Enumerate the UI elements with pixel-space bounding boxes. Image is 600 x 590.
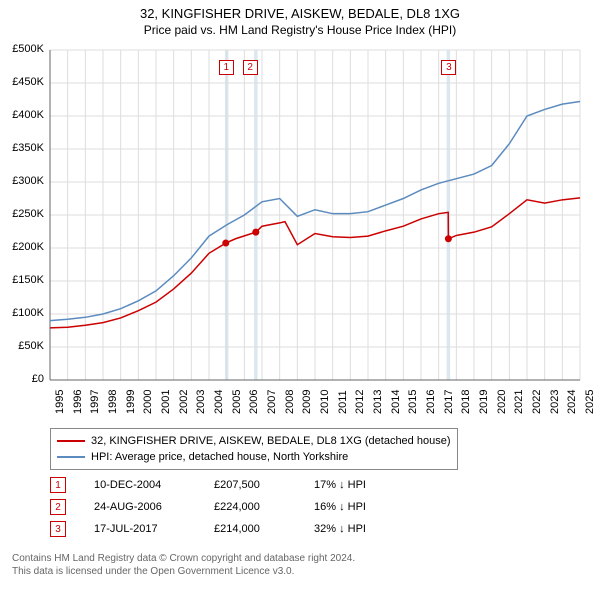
x-tick-label: 2001 (160, 390, 172, 414)
x-tick-label: 2024 (566, 390, 578, 414)
sales-table: 1 10-DEC-2004£207,50017% ↓ HPI 2 24-AUG-200… (50, 474, 414, 540)
chart-sale-marker: 1 (219, 60, 234, 75)
sale-row: 2 24-AUG-2006£224,00016% ↓ HPI (50, 496, 414, 518)
legend-label: 32, KINGFISHER DRIVE, AISKEW, BEDALE, DL… (91, 435, 451, 447)
sale-price: £224,000 (214, 501, 314, 513)
x-tick-label: 2023 (549, 390, 561, 414)
x-tick-label: 2019 (478, 390, 490, 414)
x-tick-label: 1996 (72, 390, 84, 414)
y-tick-label: £300K (0, 175, 44, 187)
x-tick-label: 2014 (390, 390, 402, 414)
y-tick-label: £100K (0, 307, 44, 319)
sale-hpi-delta: 17% ↓ HPI (314, 479, 414, 491)
legend-swatch (57, 456, 85, 458)
y-tick-label: £0 (0, 373, 44, 385)
legend-label: HPI: Average price, detached house, Nort… (91, 451, 348, 463)
x-tick-label: 2003 (195, 390, 207, 414)
x-tick-label: 1995 (54, 390, 66, 414)
legend: 32, KINGFISHER DRIVE, AISKEW, BEDALE, DL… (50, 428, 458, 470)
line-chart (0, 0, 600, 390)
x-tick-label: 2018 (460, 390, 472, 414)
x-tick-label: 2004 (213, 390, 225, 414)
sale-date: 17-JUL-2017 (94, 523, 214, 535)
x-tick-label: 1997 (89, 390, 101, 414)
sale-marker: 1 (50, 477, 66, 493)
x-tick-label: 2021 (513, 390, 525, 414)
y-tick-label: £400K (0, 109, 44, 121)
sale-date: 10-DEC-2004 (94, 479, 214, 491)
x-tick-label: 2016 (425, 390, 437, 414)
y-tick-label: £450K (0, 76, 44, 88)
x-tick-label: 2017 (443, 390, 455, 414)
chart-sale-marker: 3 (441, 60, 456, 75)
y-tick-label: £250K (0, 208, 44, 220)
sale-marker: 2 (50, 499, 66, 515)
x-tick-label: 2011 (337, 390, 349, 414)
x-tick-label: 1999 (125, 390, 137, 414)
sale-marker: 3 (50, 521, 66, 537)
x-tick-label: 1998 (107, 390, 119, 414)
legend-row: 32, KINGFISHER DRIVE, AISKEW, BEDALE, DL… (57, 433, 451, 449)
attribution-footer: Contains HM Land Registry data © Crown c… (12, 552, 355, 578)
x-tick-label: 2006 (248, 390, 260, 414)
footer-line-1: Contains HM Land Registry data © Crown c… (12, 552, 355, 565)
y-tick-label: £500K (0, 43, 44, 55)
sale-date: 24-AUG-2006 (94, 501, 214, 513)
sale-hpi-delta: 16% ↓ HPI (314, 501, 414, 513)
x-tick-label: 2005 (231, 390, 243, 414)
x-tick-label: 2022 (531, 390, 543, 414)
sale-price: £214,000 (214, 523, 314, 535)
x-tick-label: 2012 (354, 390, 366, 414)
y-tick-label: £350K (0, 142, 44, 154)
x-tick-label: 2008 (284, 390, 296, 414)
y-tick-label: £200K (0, 241, 44, 253)
x-tick-label: 2025 (584, 390, 596, 414)
x-tick-label: 2007 (266, 390, 278, 414)
x-tick-label: 2020 (496, 390, 508, 414)
sale-hpi-delta: 32% ↓ HPI (314, 523, 414, 535)
sale-row: 3 17-JUL-2017£214,00032% ↓ HPI (50, 518, 414, 540)
sale-row: 1 10-DEC-2004£207,50017% ↓ HPI (50, 474, 414, 496)
x-tick-label: 2013 (372, 390, 384, 414)
legend-row: HPI: Average price, detached house, Nort… (57, 449, 451, 465)
sale-price: £207,500 (214, 479, 314, 491)
legend-swatch (57, 440, 85, 442)
chart-sale-marker: 2 (243, 60, 258, 75)
x-tick-label: 2009 (301, 390, 313, 414)
x-tick-label: 2000 (142, 390, 154, 414)
x-tick-label: 2010 (319, 390, 331, 414)
x-tick-label: 2015 (407, 390, 419, 414)
y-tick-label: £150K (0, 274, 44, 286)
x-tick-label: 2002 (178, 390, 190, 414)
y-tick-label: £50K (0, 340, 44, 352)
footer-line-2: This data is licensed under the Open Gov… (12, 565, 355, 578)
